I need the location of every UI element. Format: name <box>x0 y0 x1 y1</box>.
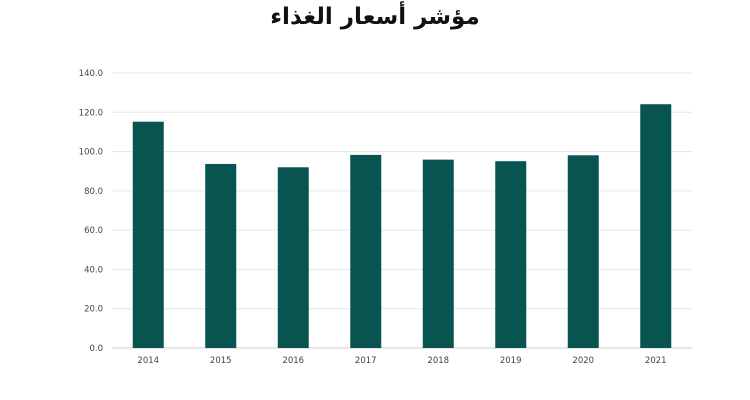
bars <box>132 104 672 348</box>
y-tick-label: 20.0 <box>84 305 103 315</box>
x-tick-label: 2017 <box>355 356 377 366</box>
y-tick-label: 60.0 <box>84 226 103 236</box>
bar-2017 <box>350 154 382 348</box>
bar-2016 <box>277 167 309 348</box>
x-tick-label: 2016 <box>282 356 304 366</box>
x-tick-label: 2021 <box>645 356 667 366</box>
bar-2015 <box>205 163 237 348</box>
x-axis-ticks: 2014 2015 2016 2017 2018 2019 2020 2021 <box>137 356 666 366</box>
chart-title: مؤشر أسعار الغذاء <box>270 4 480 30</box>
gridlines <box>112 72 692 349</box>
y-tick-label: 0.0 <box>89 344 103 354</box>
bar-2021 <box>640 104 672 348</box>
bar-2020 <box>567 155 599 348</box>
x-tick-label: 2014 <box>137 356 159 366</box>
y-tick-label: 100.0 <box>79 148 103 158</box>
y-tick-label: 80.0 <box>84 187 103 197</box>
x-tick-label: 2015 <box>210 356 232 366</box>
y-tick-label: 120.0 <box>79 108 103 118</box>
x-tick-label: 2018 <box>427 356 449 366</box>
x-tick-label: 2020 <box>572 356 594 366</box>
y-axis-ticks: 0.0 20.0 40.0 60.0 80.0 100.0 120.0 140.0 <box>79 69 103 354</box>
y-tick-label: 40.0 <box>84 265 103 275</box>
bar-2014 <box>132 121 164 348</box>
y-tick-label: 140.0 <box>79 69 103 79</box>
bar-2019 <box>495 161 527 348</box>
bar-2018 <box>422 159 454 348</box>
x-tick-label: 2019 <box>500 356 522 366</box>
